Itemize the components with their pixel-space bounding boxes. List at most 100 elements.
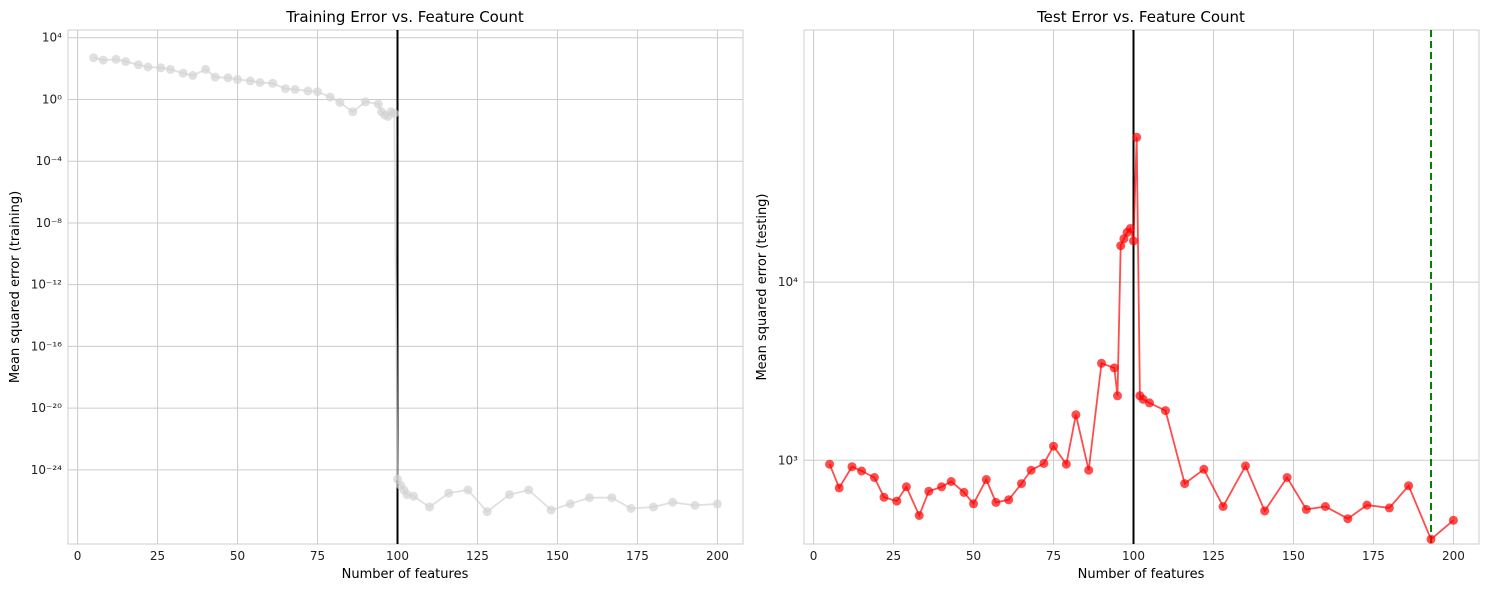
test-data-point xyxy=(1061,459,1071,469)
training-x-axis-label: Number of features xyxy=(342,567,469,582)
training-data-point xyxy=(524,485,534,495)
test-x-tick-label: 100 xyxy=(1122,549,1145,563)
training-data-point xyxy=(325,92,335,102)
training-data-point xyxy=(565,499,575,509)
test-x-tick-label: 50 xyxy=(966,549,981,563)
training-x-tick-label: 75 xyxy=(310,549,325,563)
training-grid xyxy=(68,30,743,544)
training-series xyxy=(89,53,722,517)
training-data-point xyxy=(409,491,418,501)
training-data-point xyxy=(156,63,166,73)
training-data-point xyxy=(584,493,594,503)
test-data-point xyxy=(1113,391,1122,401)
test-data-point xyxy=(869,473,879,482)
training-data-point xyxy=(348,107,358,117)
training-y-ticks: 10⁴ 10⁰ 10⁻⁴ 10⁻⁸ 10⁻¹² 10⁻¹⁶ 10⁻²⁰ 10⁻²⁴ xyxy=(31,31,62,477)
test-series xyxy=(825,132,1458,544)
test-x-tick-label: 75 xyxy=(1046,549,1061,563)
test-data-point xyxy=(1145,398,1154,408)
training-x-tick-label: 25 xyxy=(150,549,165,563)
training-data-point xyxy=(281,84,290,94)
test-data-point xyxy=(1039,458,1049,468)
test-data-point xyxy=(1084,465,1094,475)
training-data-point xyxy=(303,86,313,96)
test-data-point xyxy=(1218,502,1228,511)
training-data-point xyxy=(268,78,278,88)
training-data-point xyxy=(233,74,242,84)
test-data-point xyxy=(1161,406,1170,416)
training-x-ticks: 0 25 50 75 100 125 150 175 200 xyxy=(74,549,729,563)
test-data-point xyxy=(1180,479,1190,489)
training-data-point xyxy=(361,97,370,107)
training-x-tick-label: 50 xyxy=(230,549,245,563)
training-data-point xyxy=(389,108,399,118)
test-data-point xyxy=(1132,132,1142,142)
training-data-point xyxy=(223,73,233,83)
training-data-point xyxy=(201,64,211,74)
test-data-point xyxy=(1362,500,1372,510)
training-x-tick-label: 125 xyxy=(466,549,489,563)
test-data-point xyxy=(1241,461,1250,471)
training-data-point xyxy=(165,64,175,74)
training-data-point xyxy=(690,500,700,510)
training-y-tick-label: 10⁻⁴ xyxy=(36,154,63,168)
training-y-tick-label: 10⁰ xyxy=(42,92,62,106)
test-data-point xyxy=(857,466,867,476)
training-y-tick-label: 10⁻¹² xyxy=(31,278,62,292)
training-data-point xyxy=(210,72,220,82)
training-data-point xyxy=(335,98,345,107)
test-data-point xyxy=(1071,410,1081,420)
test-data-point xyxy=(1125,224,1135,233)
test-data-point xyxy=(879,492,889,502)
test-y-tick-label: 10⁴ xyxy=(778,275,798,289)
test-x-tick-label: 0 xyxy=(810,549,818,563)
training-error-panel: 0 25 50 75 100 125 150 175 200 10⁴ 10⁰ 10⁻⁴ 10⁻⁸ 10⁻… xyxy=(8,8,744,582)
training-data-point xyxy=(626,504,636,513)
training-data-point xyxy=(668,497,678,507)
test-y-axis-label: Mean squared error (testing) xyxy=(755,193,770,380)
test-data-point xyxy=(1343,514,1353,524)
training-data-point xyxy=(463,485,473,495)
training-data-point xyxy=(290,84,300,94)
test-data-point xyxy=(1301,504,1311,514)
test-data-point xyxy=(1384,503,1394,513)
training-data-point xyxy=(313,87,322,97)
test-data-point xyxy=(901,482,911,492)
test-data-point xyxy=(834,483,844,493)
training-data-point xyxy=(373,99,383,109)
test-data-point xyxy=(847,462,857,472)
training-data-point xyxy=(143,62,153,72)
test-data-point xyxy=(991,497,1001,507)
training-x-tick-label: 0 xyxy=(74,549,82,563)
test-data-point xyxy=(1404,481,1414,491)
test-data-point xyxy=(1320,502,1330,511)
training-y-tick-label: 10⁻¹⁶ xyxy=(31,339,62,353)
test-x-tick-label: 125 xyxy=(1202,549,1225,563)
test-x-tick-label: 200 xyxy=(1442,549,1465,563)
test-reference-lines xyxy=(1132,30,1433,544)
test-data-point xyxy=(1426,534,1436,544)
test-x-tick-label: 150 xyxy=(1282,549,1305,563)
test-y-tick-label: 10³ xyxy=(778,453,798,467)
test-x-tick-label: 25 xyxy=(886,549,901,563)
training-x-tick-label: 200 xyxy=(706,549,729,563)
test-data-point xyxy=(1448,515,1458,525)
training-data-point xyxy=(188,71,198,80)
training-x-tick-label: 175 xyxy=(626,549,649,563)
test-data-point xyxy=(1199,464,1209,474)
test-chart-title: Test Error vs. Feature Count xyxy=(1036,8,1245,26)
training-y-tick-label: 10⁻²⁰ xyxy=(31,401,62,415)
test-data-point xyxy=(1017,479,1026,489)
test-x-tick-label: 175 xyxy=(1362,549,1385,563)
test-data-point xyxy=(969,499,978,509)
test-data-point xyxy=(1260,506,1270,516)
test-data-point xyxy=(981,475,991,484)
training-plot-area xyxy=(67,29,744,545)
test-data-point xyxy=(1129,236,1138,246)
test-data-point xyxy=(914,511,924,520)
test-data-point xyxy=(1116,241,1126,251)
training-data-point xyxy=(121,57,131,67)
training-data-point xyxy=(89,53,99,63)
training-data-point xyxy=(712,499,722,509)
